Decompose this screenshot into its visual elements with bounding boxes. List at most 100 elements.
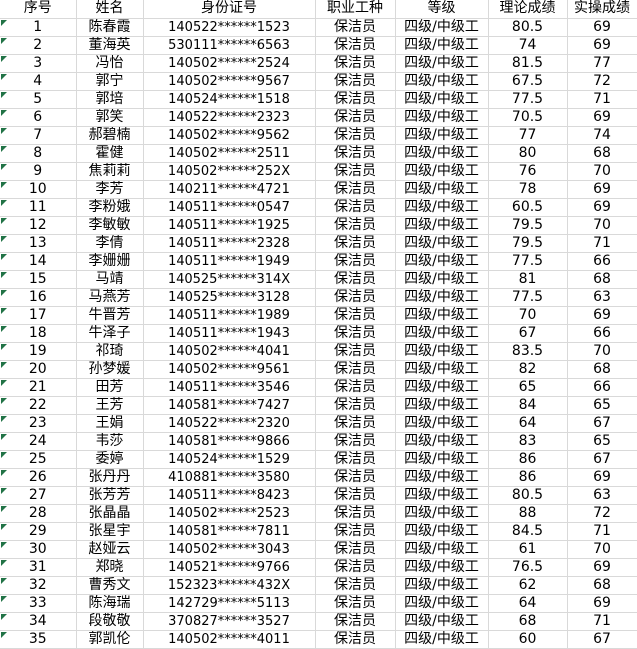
- cell-theory[interactable]: 79.5: [488, 234, 568, 253]
- cell-job[interactable]: 保洁员: [315, 126, 396, 145]
- cell-id[interactable]: 140511******0547: [143, 198, 316, 217]
- cell-job[interactable]: 保洁员: [315, 108, 396, 127]
- cell-name[interactable]: 李芳: [76, 180, 144, 199]
- cell-id[interactable]: 142729******5113: [143, 594, 316, 613]
- cell-id[interactable]: 140502******3043: [143, 540, 316, 559]
- cell-level[interactable]: 四级/中级工: [395, 288, 489, 307]
- cell-job[interactable]: 保洁员: [315, 396, 396, 415]
- cell-id[interactable]: 152323******432X: [143, 576, 316, 595]
- cell-no[interactable]: 11: [0, 198, 77, 217]
- cell-id[interactable]: 140524******1518: [143, 90, 316, 109]
- cell-name[interactable]: 李敏敏: [76, 216, 144, 235]
- cell-id[interactable]: 140502******4011: [143, 630, 316, 649]
- cell-id[interactable]: 140524******1529: [143, 450, 316, 469]
- cell-level[interactable]: 四级/中级工: [395, 450, 489, 469]
- cell-practical[interactable]: 69: [567, 180, 637, 199]
- cell-practical[interactable]: 69: [567, 198, 637, 217]
- cell-job[interactable]: 保洁员: [315, 612, 396, 631]
- cell-id[interactable]: 140525******3128: [143, 288, 316, 307]
- cell-job[interactable]: 保洁员: [315, 270, 396, 289]
- cell-job[interactable]: 保洁员: [315, 360, 396, 379]
- cell-no[interactable]: 31: [0, 558, 77, 577]
- cell-job[interactable]: 保洁员: [315, 306, 396, 325]
- cell-practical[interactable]: 71: [567, 522, 637, 541]
- cell-theory[interactable]: 64: [488, 594, 568, 613]
- cell-practical[interactable]: 72: [567, 72, 637, 91]
- header-level[interactable]: 等级: [395, 0, 489, 19]
- cell-theory[interactable]: 77.5: [488, 252, 568, 271]
- cell-no[interactable]: 4: [0, 72, 77, 91]
- cell-level[interactable]: 四级/中级工: [395, 522, 489, 541]
- cell-level[interactable]: 四级/中级工: [395, 576, 489, 595]
- cell-practical[interactable]: 66: [567, 324, 637, 343]
- cell-name[interactable]: 田芳: [76, 378, 144, 397]
- cell-level[interactable]: 四级/中级工: [395, 306, 489, 325]
- cell-level[interactable]: 四级/中级工: [395, 360, 489, 379]
- cell-level[interactable]: 四级/中级工: [395, 216, 489, 235]
- cell-name[interactable]: 王芳: [76, 396, 144, 415]
- cell-theory[interactable]: 82: [488, 360, 568, 379]
- cell-theory[interactable]: 77: [488, 126, 568, 145]
- cell-practical[interactable]: 69: [567, 18, 637, 37]
- cell-name[interactable]: 韦莎: [76, 432, 144, 451]
- cell-no[interactable]: 25: [0, 450, 77, 469]
- cell-level[interactable]: 四级/中级工: [395, 504, 489, 523]
- cell-practical[interactable]: 71: [567, 612, 637, 631]
- cell-job[interactable]: 保洁员: [315, 558, 396, 577]
- cell-job[interactable]: 保洁员: [315, 342, 396, 361]
- header-no[interactable]: 序号: [0, 0, 77, 19]
- cell-name[interactable]: 马燕芳: [76, 288, 144, 307]
- cell-level[interactable]: 四级/中级工: [395, 126, 489, 145]
- cell-practical[interactable]: 72: [567, 504, 637, 523]
- cell-theory[interactable]: 74: [488, 36, 568, 55]
- cell-id[interactable]: 140502******9562: [143, 126, 316, 145]
- cell-no[interactable]: 10: [0, 180, 77, 199]
- cell-id[interactable]: 140511******3546: [143, 378, 316, 397]
- cell-practical[interactable]: 70: [567, 342, 637, 361]
- cell-id[interactable]: 140522******1523: [143, 18, 316, 37]
- cell-name[interactable]: 张晶晶: [76, 504, 144, 523]
- cell-job[interactable]: 保洁员: [315, 72, 396, 91]
- cell-name[interactable]: 冯怡: [76, 54, 144, 73]
- cell-theory[interactable]: 84: [488, 396, 568, 415]
- cell-job[interactable]: 保洁员: [315, 324, 396, 343]
- cell-theory[interactable]: 61: [488, 540, 568, 559]
- cell-id[interactable]: 140502******2511: [143, 144, 316, 163]
- cell-name[interactable]: 赵娅云: [76, 540, 144, 559]
- cell-no[interactable]: 13: [0, 234, 77, 253]
- cell-job[interactable]: 保洁员: [315, 252, 396, 271]
- cell-id[interactable]: 140211******4721: [143, 180, 316, 199]
- header-job[interactable]: 职业工种: [315, 0, 396, 19]
- cell-no[interactable]: 34: [0, 612, 77, 631]
- cell-id[interactable]: 140511******2328: [143, 234, 316, 253]
- cell-theory[interactable]: 76.5: [488, 558, 568, 577]
- cell-name[interactable]: 郑晓: [76, 558, 144, 577]
- cell-job[interactable]: 保洁员: [315, 504, 396, 523]
- cell-theory[interactable]: 81.5: [488, 54, 568, 73]
- cell-name[interactable]: 郭笑: [76, 108, 144, 127]
- cell-theory[interactable]: 65: [488, 378, 568, 397]
- cell-no[interactable]: 7: [0, 126, 77, 145]
- cell-job[interactable]: 保洁员: [315, 414, 396, 433]
- cell-job[interactable]: 保洁员: [315, 90, 396, 109]
- cell-id[interactable]: 530111******6563: [143, 36, 316, 55]
- cell-id[interactable]: 140511******8423: [143, 486, 316, 505]
- cell-no[interactable]: 27: [0, 486, 77, 505]
- cell-job[interactable]: 保洁员: [315, 540, 396, 559]
- cell-name[interactable]: 孙梦媛: [76, 360, 144, 379]
- cell-level[interactable]: 四级/中级工: [395, 324, 489, 343]
- cell-id[interactable]: 140511******1949: [143, 252, 316, 271]
- cell-no[interactable]: 3: [0, 54, 77, 73]
- cell-name[interactable]: 郭培: [76, 90, 144, 109]
- cell-no[interactable]: 32: [0, 576, 77, 595]
- cell-job[interactable]: 保洁员: [315, 216, 396, 235]
- cell-no[interactable]: 12: [0, 216, 77, 235]
- cell-no[interactable]: 16: [0, 288, 77, 307]
- cell-level[interactable]: 四级/中级工: [395, 414, 489, 433]
- cell-name[interactable]: 李倩: [76, 234, 144, 253]
- cell-theory[interactable]: 80.5: [488, 18, 568, 37]
- cell-practical[interactable]: 67: [567, 414, 637, 433]
- cell-name[interactable]: 焦莉莉: [76, 162, 144, 181]
- cell-practical[interactable]: 70: [567, 162, 637, 181]
- cell-name[interactable]: 陈春霞: [76, 18, 144, 37]
